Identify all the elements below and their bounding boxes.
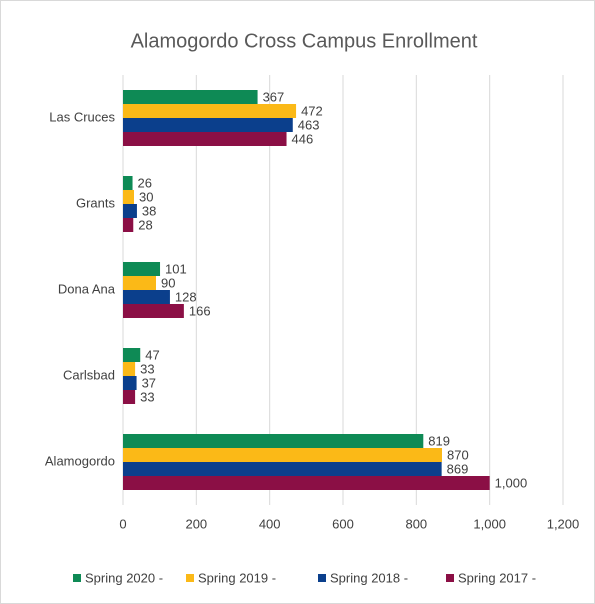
bar — [123, 304, 184, 318]
bar — [123, 290, 170, 304]
bar — [123, 376, 137, 390]
data-label: 37 — [142, 375, 156, 390]
x-tick-label: 200 — [185, 516, 207, 531]
data-label: 367 — [263, 89, 285, 104]
bar — [123, 462, 442, 476]
legend-swatch — [446, 574, 454, 582]
data-label: 101 — [165, 261, 187, 276]
bar — [123, 176, 133, 190]
data-label: 870 — [447, 447, 469, 462]
data-label: 28 — [138, 217, 152, 232]
data-label: 472 — [301, 103, 323, 118]
x-tick-label: 0 — [119, 516, 126, 531]
legend-label: Spring 2017 - — [458, 570, 536, 585]
bar — [123, 448, 442, 462]
data-label: 446 — [292, 131, 314, 146]
bar — [123, 190, 134, 204]
data-label: 166 — [189, 303, 211, 318]
bar — [123, 90, 258, 104]
y-tick-label: Alamogordo — [45, 453, 115, 468]
legend-label: Spring 2018 - — [330, 570, 408, 585]
bar — [123, 348, 141, 362]
data-label: 26 — [138, 175, 152, 190]
legend-swatch — [186, 574, 194, 582]
x-tick-label: 1,200 — [547, 516, 580, 531]
bar — [123, 118, 293, 132]
y-tick-label: Carlsbad — [63, 367, 115, 382]
data-label: 1,000 — [495, 475, 528, 490]
legend-swatch — [73, 574, 81, 582]
bar — [123, 362, 136, 376]
data-label: 819 — [428, 433, 450, 448]
data-label: 33 — [140, 361, 154, 376]
bar — [123, 276, 156, 290]
bar — [123, 390, 136, 404]
data-label: 38 — [142, 203, 156, 218]
legend-label: Spring 2020 - — [85, 570, 163, 585]
y-tick-label: Las Cruces — [49, 109, 115, 124]
data-label: 869 — [447, 461, 469, 476]
chart-title: Alamogordo Cross Campus Enrollment — [131, 30, 478, 52]
bar — [123, 204, 137, 218]
data-label: 128 — [175, 289, 197, 304]
y-tick-label: Dona Ana — [58, 281, 116, 296]
y-tick-label: Grants — [76, 195, 116, 210]
bar — [123, 104, 297, 118]
x-tick-label: 800 — [405, 516, 427, 531]
bar — [123, 262, 161, 276]
data-label: 33 — [140, 389, 154, 404]
legend-label: Spring 2019 - — [198, 570, 276, 585]
data-label: 90 — [161, 275, 175, 290]
data-label: 47 — [145, 347, 159, 362]
data-label: 30 — [139, 189, 153, 204]
x-tick-label: 600 — [332, 516, 354, 531]
bar — [123, 434, 424, 448]
x-tick-label: 1,000 — [473, 516, 506, 531]
data-label: 463 — [298, 117, 320, 132]
bar — [123, 218, 134, 232]
bar — [123, 476, 490, 490]
x-tick-label: 400 — [259, 516, 281, 531]
legend-swatch — [318, 574, 326, 582]
bar — [123, 132, 287, 146]
